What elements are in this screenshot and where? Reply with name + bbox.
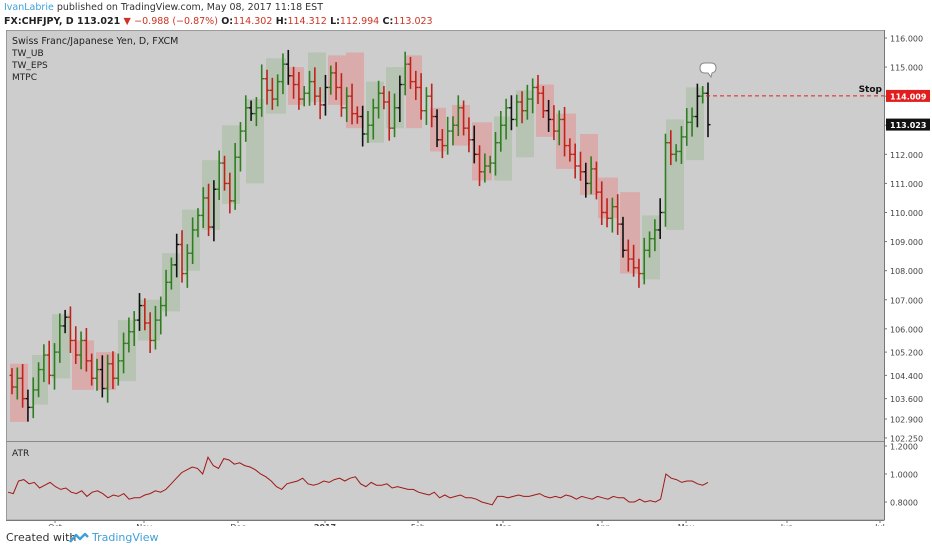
last-price-label: 113.023: [890, 121, 926, 130]
open-value: 114.302: [233, 16, 273, 27]
price-tick-label: 102.250: [890, 434, 923, 443]
chart-header: IvanLabrie published on TradingView.com,…: [4, 2, 928, 30]
price-tick-label: 108.000: [890, 267, 923, 276]
last-price: 113.021: [76, 16, 121, 27]
range-box: [366, 81, 384, 143]
range-box: [10, 363, 28, 422]
published-text: published on TradingView.com, May 08, 20…: [56, 2, 324, 13]
time-tick-label: Nov: [136, 523, 152, 526]
range-box: [72, 340, 94, 390]
down-triangle-icon: ▼: [123, 16, 131, 27]
range-box: [288, 67, 304, 105]
low-label: L:: [330, 16, 340, 27]
range-box: [346, 52, 364, 129]
high-value: 114.312: [287, 16, 327, 27]
atr-tick-label: 1.0000: [890, 471, 918, 480]
range-box: [202, 160, 220, 230]
low-value: 112.994: [339, 16, 380, 27]
time-tick-label: Jul: [874, 523, 885, 526]
time-tick-label: 2017: [314, 523, 336, 526]
price-tick-label: 111.000: [890, 180, 923, 189]
price-tick-label: 107.000: [890, 296, 923, 305]
stop-price-badge: [886, 89, 930, 102]
price-tick-label: 105.200: [890, 349, 923, 358]
price-tick-label: 115.000: [890, 64, 923, 73]
range-box: [266, 58, 286, 114]
close-label: C:: [382, 16, 394, 27]
symbol-line: FX:CHFJPY, D 113.021 ▼ −0.988 (−0.87%) O…: [4, 16, 433, 27]
atr-label: ATR: [12, 449, 29, 459]
time-tick-label: Feb: [411, 523, 425, 526]
price-tick-label: 110.000: [890, 209, 923, 218]
created-with-text: Created with: [6, 531, 77, 544]
last-price-badge: [886, 118, 930, 131]
range-box: [686, 87, 704, 161]
atr-pane[interactable]: [6, 442, 884, 520]
time-tick-label: Mar: [495, 523, 511, 526]
time-tick-label: May: [678, 523, 695, 526]
price-tick-label: 104.400: [890, 372, 923, 381]
price-tick-label: 109.000: [890, 238, 923, 247]
range-box: [516, 90, 534, 158]
atr-tick-label: 0.8000: [890, 499, 918, 508]
time-tick-label: Dec: [230, 523, 245, 526]
open-label: O:: [221, 16, 234, 27]
price-tick-label: 102.900: [890, 416, 923, 425]
price-tick-label: 112.000: [890, 151, 923, 160]
price-tick-label: 103.600: [890, 395, 923, 404]
change-value: −0.988 (−0.87%): [134, 16, 218, 27]
high-label: H:: [275, 16, 288, 27]
range-box: [32, 355, 48, 405]
legend-title: Swiss Franc/Japanese Yen, D, FXCM: [12, 36, 178, 47]
legend-indicator[interactable]: TW_UB: [11, 49, 44, 59]
chart-canvas[interactable]: Stop116.000115.000114.000113.000112.0001…: [0, 30, 932, 526]
range-box: [556, 113, 576, 169]
legend-indicator[interactable]: MTPC: [12, 73, 37, 83]
stop-label: Stop: [859, 85, 883, 95]
time-tick-label: Jun: [780, 523, 794, 526]
time-tick-label: Oct: [48, 523, 62, 526]
author-link[interactable]: IvanLabrie: [4, 2, 54, 13]
symbol-label: FX:CHFJPY, D: [4, 16, 74, 27]
publish-line: IvanLabrie published on TradingView.com,…: [4, 2, 323, 13]
stop-price-label: 114.009: [890, 92, 927, 101]
tradingview-logo-icon: [69, 532, 89, 543]
tradingview-brand[interactable]: TradingView: [92, 531, 159, 544]
legend-indicator[interactable]: TW_EPS: [11, 61, 48, 71]
range-box: [620, 192, 640, 274]
range-box: [452, 104, 470, 146]
close-value: 113.023: [393, 16, 433, 27]
atr-tick-label: 1.2000: [890, 443, 918, 452]
range-box: [118, 320, 136, 382]
price-tick-label: 106.000: [890, 325, 923, 334]
range-box: [406, 55, 422, 129]
range-box: [494, 116, 512, 181]
range-box: [308, 52, 326, 102]
footer: Created with TradingView: [0, 526, 932, 550]
time-tick-label: Apr: [595, 523, 610, 526]
range-box: [182, 209, 200, 271]
atr-line: [7, 456, 709, 506]
price-tick-label: 116.000: [890, 35, 923, 44]
price-pane[interactable]: [6, 30, 884, 441]
range-box: [138, 299, 160, 341]
range-box: [580, 133, 598, 196]
balloon-marker-icon[interactable]: [699, 62, 717, 79]
range-box: [96, 352, 116, 390]
